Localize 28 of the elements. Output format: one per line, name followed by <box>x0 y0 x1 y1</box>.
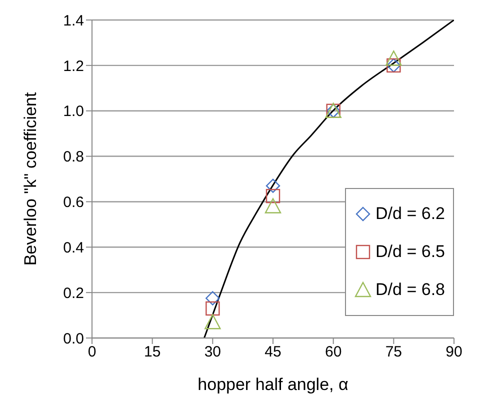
x-tick-label: 30 <box>204 344 222 361</box>
y-tick-label: 1.4 <box>63 12 84 30</box>
y-tick-label: 0.4 <box>63 239 84 256</box>
point <box>206 291 220 306</box>
point <box>266 188 280 204</box>
y-tick-label: 0.2 <box>63 284 84 302</box>
x-tick-label: 60 <box>324 344 342 361</box>
point <box>386 50 402 66</box>
x-tick-label: 45 <box>264 344 282 361</box>
y-tick-label: 0.0 <box>63 330 84 348</box>
legend-label: D/d = 6.5 <box>376 242 445 262</box>
x-tick-label: 90 <box>446 344 462 361</box>
point <box>204 314 221 330</box>
x-tick-label: 75 <box>385 344 402 361</box>
point <box>266 178 280 193</box>
y-tick-label: 0.8 <box>63 148 84 166</box>
y-tick-label: 0.6 <box>63 194 84 212</box>
legend-label: D/d = 6.2 <box>376 204 445 224</box>
y-tick-label: 1.2 <box>63 58 84 75</box>
point <box>206 301 220 316</box>
legend-label: D/d = 6.8 <box>376 280 445 300</box>
x-axis-title: hopper half angle, α <box>198 375 348 394</box>
x-tick-label: 0 <box>88 344 96 361</box>
point <box>264 198 282 214</box>
y-axis-title: Beverloo "k" coefficient <box>21 92 40 266</box>
x-tick-label: 15 <box>144 344 161 361</box>
y-tick-label: 1.0 <box>63 103 84 120</box>
line-series <box>203 20 454 338</box>
